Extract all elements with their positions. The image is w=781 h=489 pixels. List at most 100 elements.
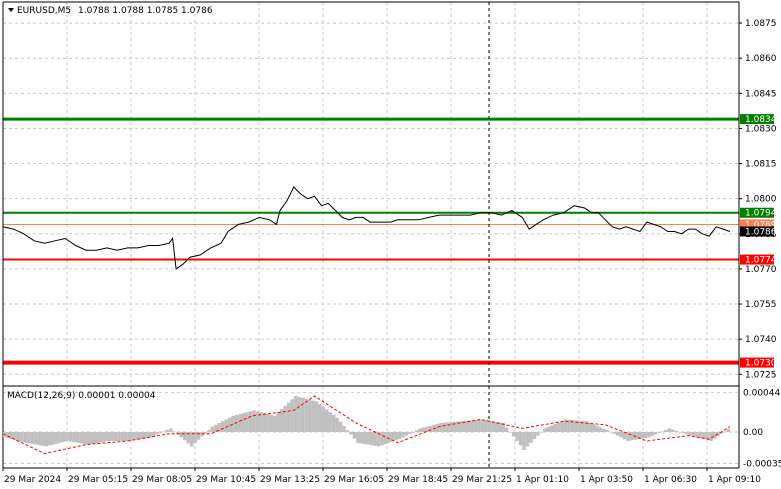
macd-bar xyxy=(110,432,114,441)
macd-bar xyxy=(342,426,346,432)
macd-bar xyxy=(9,432,14,440)
macd-bar xyxy=(376,432,381,447)
macd-bar xyxy=(44,432,49,447)
macd-bar xyxy=(186,432,190,444)
macd-bar xyxy=(134,432,139,440)
macd-bar xyxy=(324,409,329,432)
macd-bar xyxy=(553,423,557,432)
price-tick-label: 1.0875 xyxy=(745,19,777,29)
level-label-resistance-lower: 1.0794 xyxy=(745,209,777,219)
macd-bar xyxy=(335,417,339,432)
level-badge-bid xyxy=(740,219,774,230)
macd-bar xyxy=(397,432,402,440)
level-badge-support-upper xyxy=(740,254,774,265)
macd-bar xyxy=(435,423,440,432)
macd-bar xyxy=(300,397,305,432)
macd-bar xyxy=(650,432,654,436)
macd-bar xyxy=(366,432,370,445)
macd-bar xyxy=(96,432,100,443)
macd-bar xyxy=(712,432,717,439)
price-tick-label: 1.0800 xyxy=(745,195,777,205)
macd-bar xyxy=(539,432,544,433)
macd-bar xyxy=(421,427,426,432)
macd-bar xyxy=(491,421,495,432)
macd-bar xyxy=(293,396,298,432)
macd-bar xyxy=(560,420,564,432)
macd-bar xyxy=(120,432,125,441)
symbol-menu-triangle-icon[interactable] xyxy=(8,8,14,12)
price-tick-label: 1.0860 xyxy=(745,54,777,64)
macd-bar xyxy=(286,402,291,432)
macd-bar xyxy=(41,432,45,446)
price-tick-label: 1.0755 xyxy=(745,300,777,310)
macd-bar xyxy=(671,429,675,432)
macd-bar xyxy=(241,413,246,432)
macd-bar xyxy=(6,432,10,439)
macd-bar xyxy=(75,432,80,443)
macd-signal-line xyxy=(2,395,731,455)
macd-bar xyxy=(234,414,239,432)
macd-bar xyxy=(16,432,21,441)
macd-bar xyxy=(93,432,97,444)
macd-bar xyxy=(594,425,599,432)
macd-bar xyxy=(99,432,104,443)
macd-bar xyxy=(626,432,630,441)
macd-bar xyxy=(674,430,679,432)
time-tick-label: 1 Apr 03:50 xyxy=(580,475,633,485)
macd-bar xyxy=(65,432,69,441)
macd-bar xyxy=(487,420,492,432)
macd-bar xyxy=(383,432,388,444)
level-label-support-upper: 1.0774 xyxy=(745,256,777,266)
macd-bar xyxy=(484,420,488,432)
macd-bar xyxy=(498,422,502,432)
macd-bar xyxy=(612,432,616,434)
level-label-resistance-upper: 1.0834 xyxy=(745,115,777,125)
macd-bar xyxy=(307,399,312,432)
macd-bar xyxy=(477,419,481,432)
macd-bar xyxy=(266,414,270,432)
macd-bar xyxy=(290,399,294,432)
macd-bar xyxy=(508,432,512,433)
macd-bar xyxy=(678,432,682,433)
macd-bar xyxy=(667,428,672,432)
macd-bar xyxy=(165,429,170,432)
macd-bar xyxy=(373,432,377,446)
macd-bar xyxy=(511,432,516,437)
macd-bar xyxy=(148,432,152,438)
macd-bar xyxy=(577,420,582,432)
macd-bar xyxy=(439,423,443,432)
macd-bar xyxy=(719,432,724,434)
macd-bar xyxy=(318,404,322,432)
macd-bar xyxy=(549,425,554,432)
macd-bar xyxy=(605,430,609,432)
macd-bar xyxy=(664,429,668,432)
macd-bar xyxy=(643,432,647,438)
time-tick-label: 1 Apr 09:10 xyxy=(708,475,761,485)
time-tick-label: 29 Mar 21:25 xyxy=(452,475,512,485)
time-tick-label: 29 Mar 05:15 xyxy=(68,475,128,485)
macd-bar xyxy=(297,396,301,432)
macd-bar xyxy=(138,432,142,440)
macd-bar xyxy=(20,432,24,442)
level-badge-support-lower xyxy=(740,357,774,368)
macd-bar xyxy=(359,432,364,444)
time-tick-label: 29 Mar 2024 xyxy=(4,475,61,485)
macd-bar xyxy=(681,432,686,434)
macd-bar xyxy=(255,411,260,432)
macd-bar xyxy=(709,432,713,441)
macd-bar xyxy=(660,431,665,432)
macd-bar xyxy=(414,430,419,432)
symbol-label[interactable]: EURUSD,M5 xyxy=(17,6,71,16)
time-axis[interactable]: 29 Mar 2024 29 Mar 05:15 29 Mar 08:05 29 Ma… xyxy=(2,468,761,485)
macd-bar xyxy=(401,432,405,438)
macd-bar xyxy=(338,421,343,432)
time-tick-label: 1 Apr 01:10 xyxy=(516,475,569,485)
macd-bar xyxy=(705,432,710,441)
macd-bar xyxy=(574,420,578,432)
macd-bar xyxy=(456,421,461,432)
macd-bar xyxy=(425,426,429,432)
macd-bar xyxy=(387,432,391,443)
macd-bar xyxy=(352,432,357,439)
